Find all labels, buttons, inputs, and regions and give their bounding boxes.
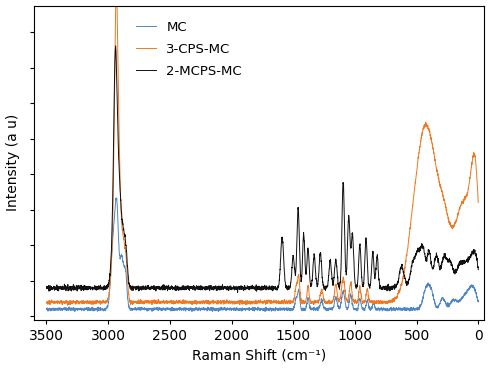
MC — [462, 292, 468, 296]
2-MCPS-MC — [441, 255, 447, 260]
2-MCPS-MC — [228, 287, 234, 291]
MC — [357, 298, 363, 303]
2-MCPS-MC — [235, 290, 241, 295]
Y-axis label: Intensity (a u): Intensity (a u) — [5, 114, 20, 211]
3-CPS-MC — [229, 300, 235, 304]
2-MCPS-MC — [44, 286, 49, 290]
3-CPS-MC — [249, 301, 255, 306]
Line: MC: MC — [47, 198, 478, 312]
MC — [262, 309, 268, 314]
MC — [249, 307, 255, 311]
MC — [44, 307, 49, 311]
2-MCPS-MC — [249, 286, 255, 291]
Line: 3-CPS-MC: 3-CPS-MC — [47, 0, 478, 305]
3-CPS-MC — [441, 197, 447, 201]
2-MCPS-MC — [475, 268, 481, 272]
2-MCPS-MC — [225, 287, 231, 291]
3-CPS-MC — [225, 301, 231, 305]
3-CPS-MC — [475, 200, 481, 205]
MC — [475, 298, 481, 302]
MC — [225, 307, 231, 311]
Legend: MC, 3-CPS-MC, 2-MCPS-MC: MC, 3-CPS-MC, 2-MCPS-MC — [131, 15, 247, 83]
Line: 2-MCPS-MC: 2-MCPS-MC — [47, 46, 478, 293]
X-axis label: Raman Shift (cm⁻¹): Raman Shift (cm⁻¹) — [192, 348, 326, 362]
3-CPS-MC — [357, 287, 363, 291]
3-CPS-MC — [44, 300, 49, 305]
2-MCPS-MC — [462, 259, 468, 264]
MC — [114, 196, 120, 200]
2-MCPS-MC — [357, 247, 363, 251]
MC — [228, 308, 234, 312]
2-MCPS-MC — [113, 44, 119, 48]
3-CPS-MC — [462, 196, 468, 201]
3-CPS-MC — [65, 303, 71, 307]
MC — [441, 297, 447, 301]
